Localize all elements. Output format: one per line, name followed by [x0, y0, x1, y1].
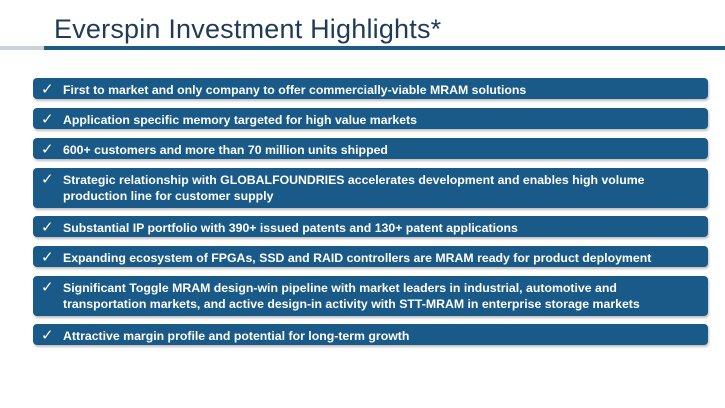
check-icon: ✓	[41, 278, 54, 296]
highlight-item: ✓ First to market and only company to of…	[33, 78, 708, 99]
highlight-text: Substantial IP portfolio with 390+ issue…	[63, 220, 696, 236]
highlight-text: Application specific memory targeted for…	[63, 112, 696, 128]
highlight-item: ✓ Strategic relationship with GLOBALFOUN…	[33, 168, 708, 208]
highlight-text: Strategic relationship with GLOBALFOUNDR…	[63, 172, 696, 204]
slide: Everspin Investment Highlights* ✓ First …	[0, 0, 725, 408]
highlight-item: ✓ Attractive margin profile and potentia…	[33, 324, 708, 345]
title-rule	[44, 46, 725, 50]
check-icon: ✓	[41, 110, 54, 128]
highlight-text: 600+ customers and more than 70 million …	[63, 142, 696, 158]
highlight-text: Attractive margin profile and potential …	[63, 328, 696, 344]
highlight-item: ✓ 600+ customers and more than 70 millio…	[33, 138, 708, 159]
slide-title: Everspin Investment Highlights*	[54, 14, 441, 45]
check-icon: ✓	[41, 140, 54, 158]
highlight-item: ✓ Significant Toggle MRAM design-win pip…	[33, 276, 708, 316]
highlight-text: Significant Toggle MRAM design-win pipel…	[63, 280, 696, 312]
check-icon: ✓	[41, 326, 54, 344]
highlight-item: ✓ Expanding ecosystem of FPGAs, SSD and …	[33, 246, 708, 267]
highlight-item: ✓ Application specific memory targeted f…	[33, 108, 708, 129]
check-icon: ✓	[41, 170, 54, 188]
title-rule-accent	[0, 46, 44, 50]
check-icon: ✓	[41, 218, 54, 236]
highlight-text: First to market and only company to offe…	[63, 82, 696, 98]
check-icon: ✓	[41, 248, 54, 266]
highlight-text: Expanding ecosystem of FPGAs, SSD and RA…	[63, 250, 696, 266]
highlight-item: ✓ Substantial IP portfolio with 390+ iss…	[33, 216, 708, 237]
check-icon: ✓	[41, 80, 54, 98]
